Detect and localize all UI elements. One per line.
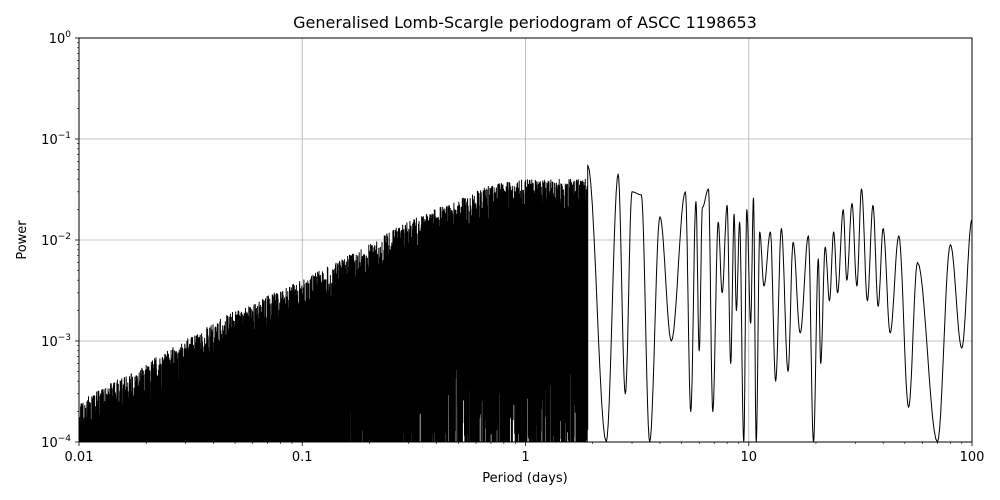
chart-title: Generalised Lomb-Scargle periodogram of …: [293, 13, 757, 32]
periodogram-line: [79, 164, 972, 442]
y-tick-label: 10−1: [41, 131, 71, 148]
x-tick-label: 1: [521, 450, 529, 465]
x-axis-label: Period (days): [482, 471, 568, 486]
x-tick-label: 0.01: [65, 450, 94, 465]
x-tick-label: 0.1: [292, 450, 313, 465]
y-tick-label: 10−2: [41, 232, 71, 249]
x-tick-label: 100: [960, 450, 985, 465]
y-tick-label: 10−4: [41, 434, 71, 451]
data-series: [79, 164, 972, 442]
y-tick-label: 100: [49, 30, 72, 47]
y-tick-label: 10−3: [41, 333, 71, 350]
y-axis-label: Power: [15, 220, 30, 260]
axis-ticks: 0.01 0.1 1 10 100 10−4 10−3 10−2 10−1 100: [41, 30, 984, 465]
x-tick-label: 10: [740, 450, 757, 465]
